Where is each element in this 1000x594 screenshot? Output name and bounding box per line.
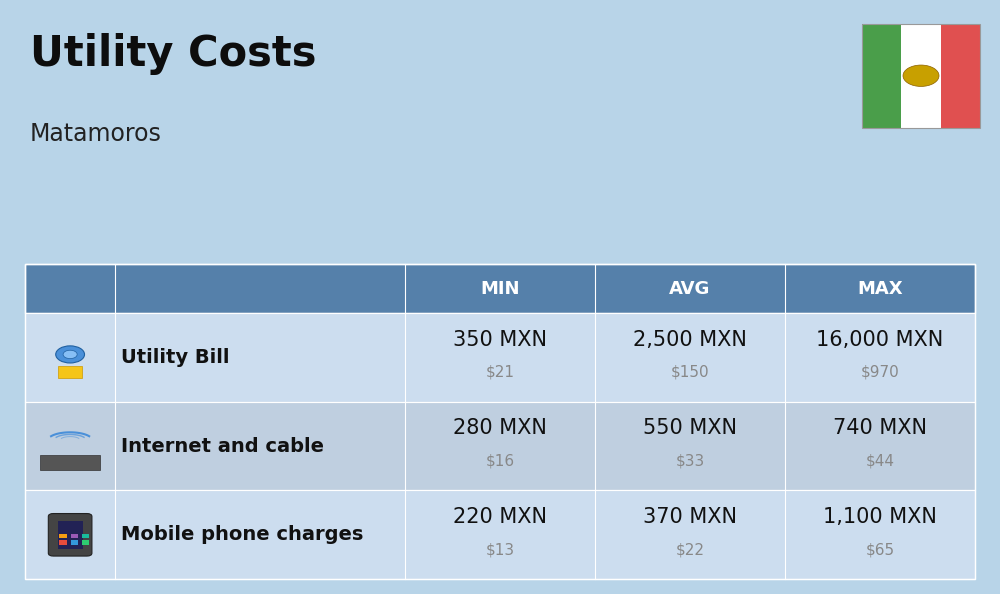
Circle shape	[56, 346, 85, 363]
Circle shape	[63, 350, 77, 359]
Text: $44: $44	[865, 453, 894, 469]
Bar	[59, 541, 67, 545]
Text: $21: $21	[486, 365, 514, 380]
Bar	[862, 24, 901, 128]
Text: Utility Bill: Utility Bill	[121, 348, 230, 367]
Text: Internet and cable: Internet and cable	[121, 437, 324, 456]
Text: Mobile phone charges: Mobile phone charges	[121, 525, 364, 544]
Text: MIN: MIN	[480, 280, 520, 298]
Text: $33: $33	[675, 453, 705, 469]
Bar	[71, 534, 78, 538]
Text: 16,000 MXN: 16,000 MXN	[816, 330, 944, 350]
Text: $970: $970	[861, 365, 899, 380]
Bar	[82, 541, 89, 545]
Text: 220 MXN: 220 MXN	[453, 507, 547, 527]
Text: 280 MXN: 280 MXN	[453, 418, 547, 438]
Text: 740 MXN: 740 MXN	[833, 418, 927, 438]
Text: 1,100 MXN: 1,100 MXN	[823, 507, 937, 527]
Text: $16: $16	[485, 453, 515, 469]
Text: MAX: MAX	[857, 280, 903, 298]
Bar	[25, 264, 975, 579]
Bar	[82, 534, 89, 538]
Text: $65: $65	[865, 542, 895, 557]
FancyBboxPatch shape	[48, 514, 92, 556]
Text: 2,500 MXN: 2,500 MXN	[633, 330, 747, 350]
Text: Matamoros: Matamoros	[30, 122, 162, 146]
Bar	[901, 24, 941, 128]
Bar	[58, 366, 82, 378]
Bar	[25, 264, 975, 313]
Bar	[25, 491, 975, 579]
Bar	[25, 313, 975, 402]
Bar	[25, 402, 975, 491]
Text: 350 MXN: 350 MXN	[453, 330, 547, 350]
Text: Utility Costs: Utility Costs	[30, 33, 316, 75]
Circle shape	[903, 65, 939, 87]
Bar	[59, 534, 67, 538]
Bar	[58, 521, 83, 549]
Text: $13: $13	[485, 542, 515, 557]
Text: AVG: AVG	[669, 280, 711, 298]
Text: 370 MXN: 370 MXN	[643, 507, 737, 527]
Bar	[40, 455, 100, 470]
Bar	[71, 541, 78, 545]
Bar	[862, 24, 980, 128]
Text: $150: $150	[671, 365, 709, 380]
Bar	[941, 24, 980, 128]
Text: 550 MXN: 550 MXN	[643, 418, 737, 438]
Text: $22: $22	[676, 542, 704, 557]
